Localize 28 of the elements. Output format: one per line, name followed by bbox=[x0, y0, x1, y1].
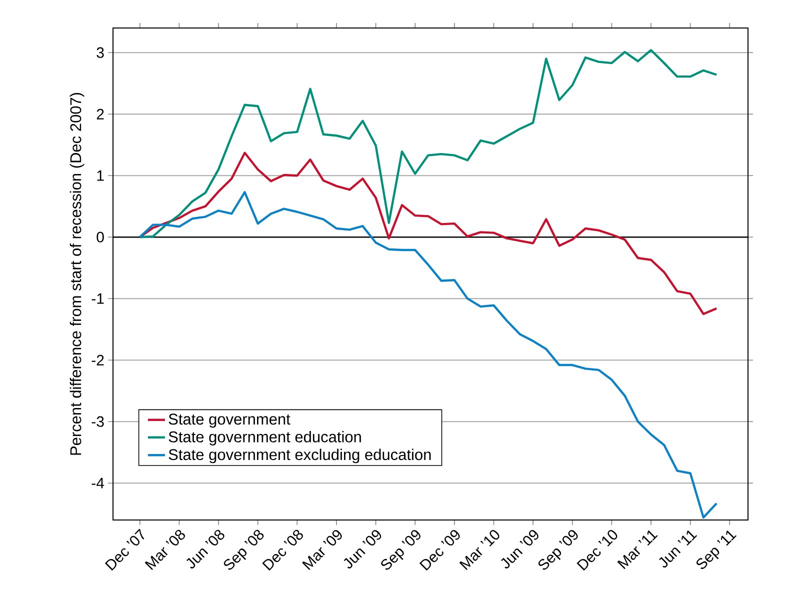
y-tick-label: -4 bbox=[92, 478, 104, 488]
line-series bbox=[138, 49, 718, 238]
y-tick-label: 3 bbox=[96, 47, 104, 58]
x-tick-label: Mar ’09 bbox=[302, 530, 342, 570]
x-tick-label: Dec ’09 bbox=[419, 530, 460, 571]
x-tick-label: Mar ’11 bbox=[617, 530, 658, 570]
y-tick-label: 1 bbox=[97, 170, 104, 181]
y-tick-label: -3 bbox=[92, 416, 104, 427]
x-tick-label: Sep ’11 bbox=[696, 530, 737, 569]
x-tick-label: Jun ’11 bbox=[659, 530, 698, 568]
legend-label: State government education bbox=[168, 431, 361, 446]
legend-label: State government excluding education bbox=[168, 448, 431, 464]
x-tick-label: Jun ’09 bbox=[344, 530, 382, 568]
y-axis-title: Percent difference from start of recession (Dec 2007) bbox=[70, 92, 84, 455]
line-series bbox=[138, 191, 718, 519]
x-tick-label: Jun ’09 bbox=[501, 530, 538, 568]
y-tick-label: -1 bbox=[92, 293, 104, 304]
x-tick-label: Sep ’09 bbox=[381, 530, 420, 570]
legend-label: State government bbox=[168, 414, 290, 428]
x-tick-label: Dec ’10 bbox=[576, 530, 618, 571]
y-tick-label: 0 bbox=[96, 232, 104, 242]
y-tick-label: 2 bbox=[96, 108, 104, 120]
x-tick-label: Dec ’07 bbox=[104, 528, 144, 571]
y-tick-label: -2 bbox=[92, 354, 104, 366]
x-tick-label: Jun ’08 bbox=[186, 530, 224, 568]
x-tick-label: Mar ’10 bbox=[459, 530, 500, 570]
x-tick-label: Sep ’09 bbox=[538, 530, 578, 570]
x-tick-label: Mar ’08 bbox=[144, 530, 186, 570]
